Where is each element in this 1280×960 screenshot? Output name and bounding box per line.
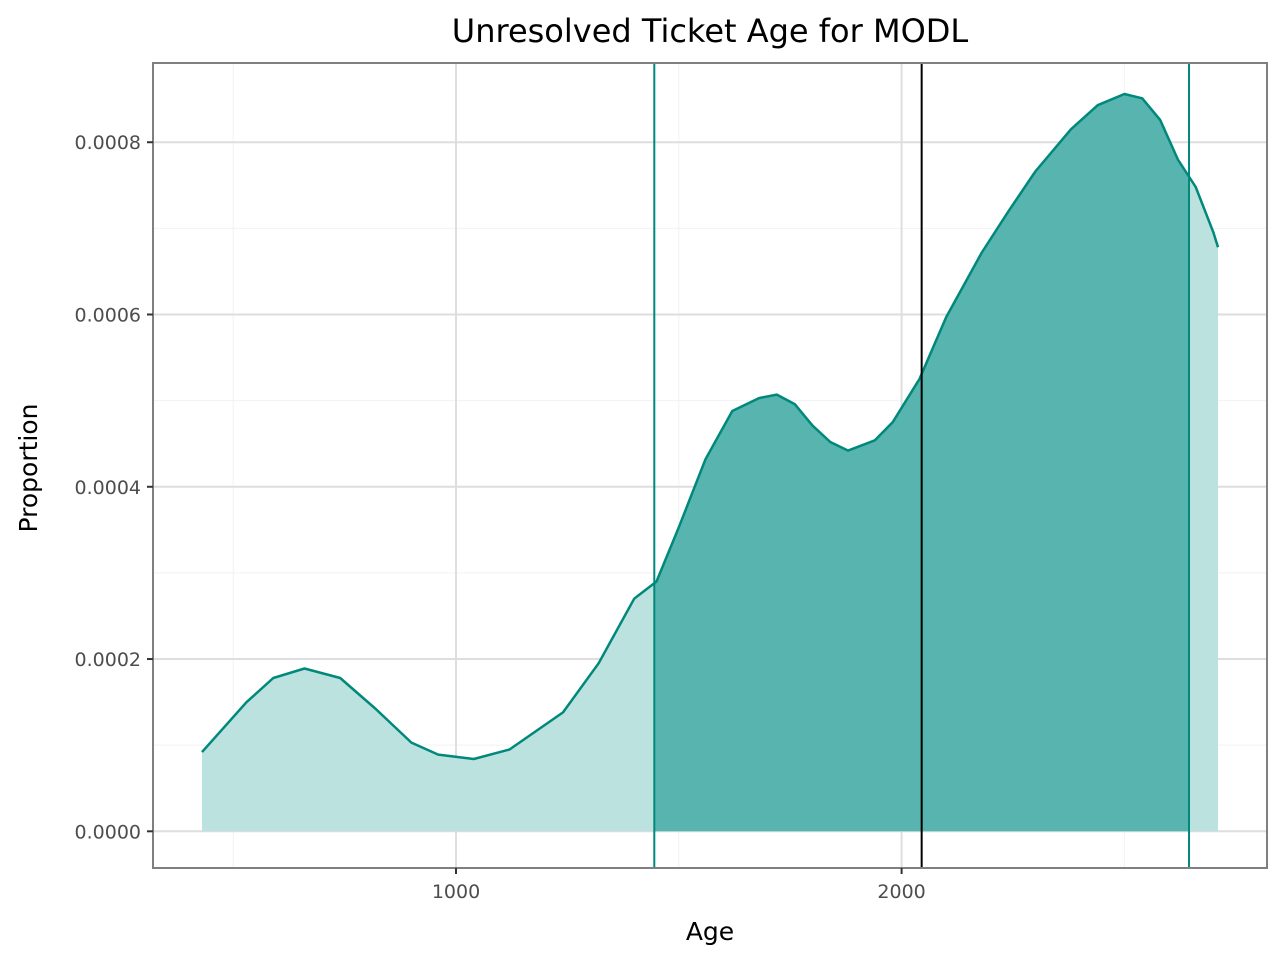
y-tick-label: 0.0000 — [75, 821, 141, 843]
x-axis: 1000 2000 — [432, 868, 926, 903]
x-tick-label: 2000 — [877, 881, 925, 903]
panel-border — [152, 62, 1268, 869]
density-curve — [201, 92, 1220, 761]
y-tick-label: 0.0006 — [75, 305, 141, 327]
reference-lines — [653, 63, 1191, 868]
x-axis-title: Age — [686, 917, 734, 946]
chart-title: Unresolved Ticket Age for MODL — [452, 12, 969, 50]
y-axis-title: Proportion — [14, 404, 43, 533]
density-areas — [201, 92, 1220, 832]
y-axis: 0.0000 0.0002 0.0004 0.0006 0.0008 — [75, 132, 153, 843]
x-tick-label: 1000 — [432, 881, 480, 903]
y-tick-label: 0.0008 — [75, 132, 141, 154]
y-tick-label: 0.0004 — [75, 477, 141, 499]
y-tick-label: 0.0002 — [75, 649, 141, 671]
